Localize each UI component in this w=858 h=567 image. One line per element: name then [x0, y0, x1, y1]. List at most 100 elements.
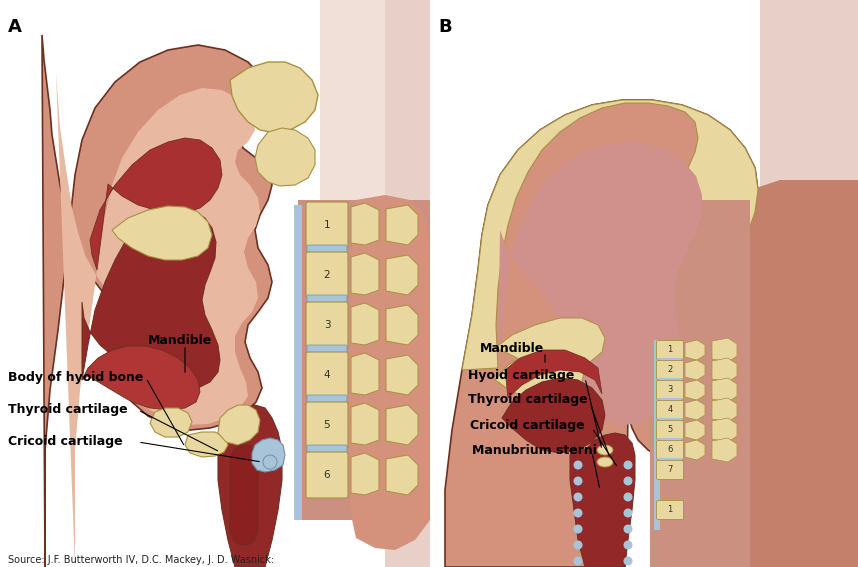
Bar [658, 378, 682, 382]
Circle shape [624, 493, 632, 501]
Polygon shape [685, 360, 705, 380]
Circle shape [624, 524, 632, 534]
Polygon shape [685, 340, 705, 360]
Polygon shape [230, 62, 318, 133]
Bar [385, 0, 430, 567]
Polygon shape [82, 210, 220, 390]
Polygon shape [712, 438, 737, 462]
Text: 5: 5 [323, 420, 330, 430]
Text: 2: 2 [323, 270, 330, 280]
Polygon shape [710, 180, 858, 567]
Polygon shape [218, 405, 260, 445]
Text: Source: J.F. Butterworth IV, D.C. Mackey, J. D. Wasnick:
Morgan & Mikhail's Clin: Source: J.F. Butterworth IV, D.C. Mackey… [8, 555, 281, 567]
Circle shape [624, 556, 632, 565]
Polygon shape [712, 398, 737, 422]
FancyBboxPatch shape [306, 202, 348, 248]
FancyBboxPatch shape [306, 352, 348, 398]
Polygon shape [505, 350, 602, 398]
Bar [658, 438, 682, 442]
Circle shape [624, 476, 632, 485]
Polygon shape [712, 418, 737, 442]
FancyBboxPatch shape [656, 400, 684, 420]
Text: Mandible: Mandible [480, 341, 544, 354]
Bar [294, 205, 302, 520]
Text: 2: 2 [668, 366, 673, 374]
Polygon shape [386, 305, 418, 345]
Text: B: B [438, 18, 451, 36]
Polygon shape [712, 338, 737, 362]
FancyBboxPatch shape [656, 441, 684, 459]
Circle shape [624, 509, 632, 518]
Polygon shape [351, 353, 379, 395]
Polygon shape [42, 35, 272, 567]
Text: 3: 3 [323, 320, 330, 330]
Polygon shape [218, 405, 282, 567]
Bar [654, 340, 660, 530]
Polygon shape [90, 138, 222, 270]
Polygon shape [348, 195, 430, 550]
Polygon shape [712, 358, 737, 382]
Bar [658, 458, 682, 462]
FancyBboxPatch shape [656, 460, 684, 480]
Polygon shape [386, 205, 418, 245]
Polygon shape [150, 408, 192, 437]
FancyBboxPatch shape [656, 380, 684, 400]
Text: 4: 4 [323, 370, 330, 380]
Text: Cricoid cartilage: Cricoid cartilage [470, 418, 584, 431]
FancyBboxPatch shape [307, 395, 347, 405]
Bar [658, 418, 682, 422]
FancyBboxPatch shape [656, 341, 684, 359]
Text: 3: 3 [668, 386, 673, 395]
Text: 4: 4 [668, 405, 673, 414]
Polygon shape [498, 142, 702, 425]
Bar [760, 0, 858, 567]
Text: 1: 1 [668, 345, 673, 354]
FancyBboxPatch shape [656, 361, 684, 379]
Ellipse shape [597, 457, 613, 467]
Bar [430, 0, 858, 567]
FancyBboxPatch shape [307, 345, 347, 355]
Polygon shape [298, 200, 430, 520]
Polygon shape [185, 432, 228, 457]
Polygon shape [112, 206, 212, 260]
FancyBboxPatch shape [306, 302, 348, 348]
Polygon shape [386, 455, 418, 495]
Text: Hyoid cartilage: Hyoid cartilage [468, 369, 574, 382]
Circle shape [573, 540, 583, 549]
Polygon shape [351, 253, 379, 295]
FancyBboxPatch shape [306, 452, 348, 498]
Circle shape [573, 476, 583, 485]
Text: 6: 6 [323, 470, 330, 480]
Circle shape [263, 455, 277, 469]
Polygon shape [685, 440, 705, 460]
Circle shape [573, 509, 583, 518]
Text: Body of hyoid bone: Body of hyoid bone [8, 371, 143, 384]
FancyBboxPatch shape [656, 421, 684, 439]
Text: 7: 7 [668, 466, 673, 475]
Circle shape [573, 493, 583, 501]
Text: Manubrium sterni: Manubrium sterni [472, 443, 597, 456]
Polygon shape [255, 128, 315, 186]
Text: 6: 6 [668, 446, 673, 455]
FancyBboxPatch shape [307, 445, 347, 455]
Polygon shape [82, 346, 200, 410]
Polygon shape [351, 303, 379, 345]
Circle shape [573, 460, 583, 469]
FancyBboxPatch shape [307, 245, 347, 255]
Polygon shape [351, 203, 379, 245]
Text: Thyroid cartilage: Thyroid cartilage [468, 393, 588, 407]
Polygon shape [495, 350, 585, 398]
Text: Thyroid cartilage: Thyroid cartilage [8, 404, 128, 417]
Circle shape [624, 540, 632, 549]
Text: Mandible: Mandible [148, 333, 212, 346]
Polygon shape [685, 400, 705, 420]
Text: 5: 5 [668, 425, 673, 434]
Text: A: A [8, 18, 21, 36]
Polygon shape [351, 453, 379, 495]
Polygon shape [320, 0, 430, 430]
Polygon shape [230, 445, 258, 545]
Circle shape [624, 460, 632, 469]
Ellipse shape [597, 445, 613, 455]
Text: 1: 1 [323, 220, 330, 230]
Polygon shape [462, 100, 758, 455]
